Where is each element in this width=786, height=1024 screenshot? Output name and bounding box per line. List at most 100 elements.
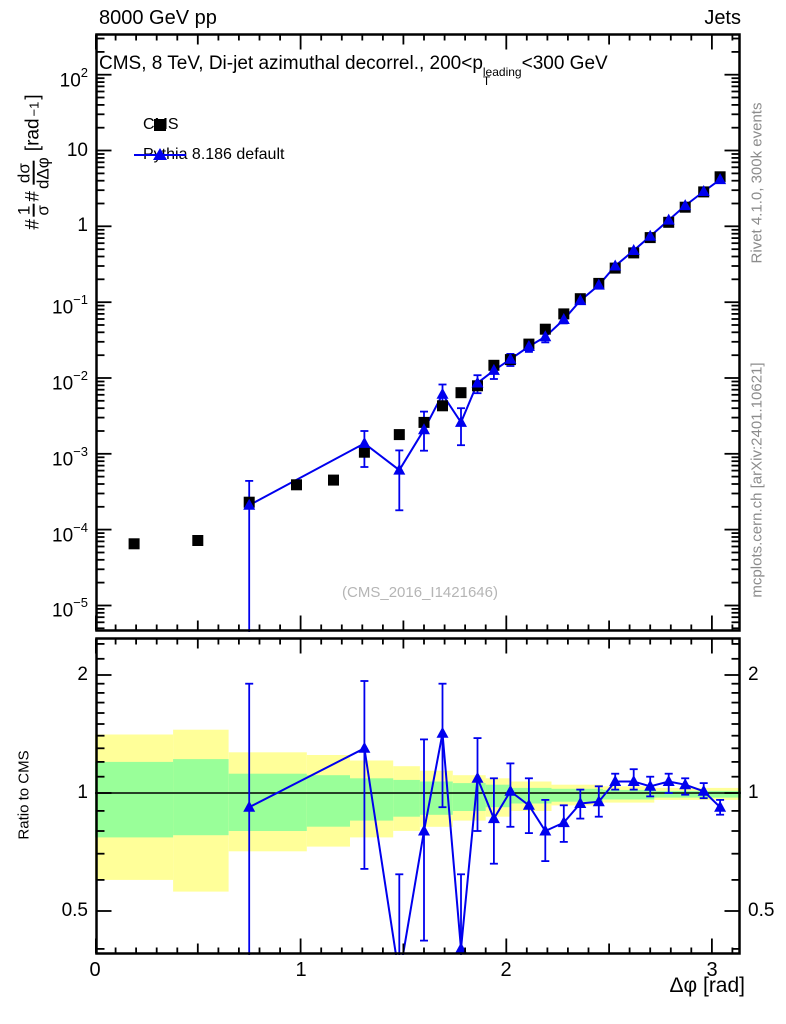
plot-title-post: <300 GeV	[521, 53, 608, 74]
cms-point	[418, 416, 430, 428]
pythia-point	[539, 824, 552, 836]
pythia-point	[522, 798, 535, 810]
cms-point	[358, 446, 370, 458]
analysis-id-watermark: (CMS_2016_I1421646)	[342, 584, 498, 601]
mcplots-arxiv-label: mcplots.cern.ch [arXiv:2401.10621]	[748, 362, 766, 598]
pythia-point	[487, 363, 500, 375]
x-axis-label: Δφ [rad]	[669, 974, 746, 997]
y-tick-label-ratio-left: 2	[77, 664, 88, 685]
pythia-point	[455, 942, 467, 954]
pythia-point	[714, 800, 727, 812]
cms-point	[128, 538, 140, 550]
pythia-point	[714, 173, 727, 185]
plot-title-pre: CMS, 8 TeV, Di-jet azimuthal decorrel., …	[99, 53, 483, 74]
y-tick-label-main: 10−3	[52, 444, 88, 471]
pythia-point	[418, 423, 430, 435]
pythia-point	[574, 294, 587, 306]
pythia-point	[522, 340, 535, 351]
y-ticks-ratio	[96, 643, 740, 950]
y-tick-label-main: 102	[59, 65, 88, 92]
x-tick-label: 0	[89, 959, 101, 981]
legend-item-cms: CMS	[133, 110, 284, 140]
y-tick-label-ratio-left: 0.5	[61, 900, 88, 921]
pythia-point	[436, 387, 449, 399]
cms-point	[539, 323, 551, 335]
pythia-point	[393, 463, 406, 475]
rivet-version-label: Rivet 4.1.0, 300k events	[748, 102, 766, 264]
pythia-point	[504, 784, 517, 796]
cms-point	[192, 535, 204, 546]
x-tick-label: 1	[295, 959, 307, 981]
y-tick-label-main: 10	[66, 140, 88, 161]
pythia-point	[487, 812, 500, 824]
ratio-plot-frame	[95, 637, 741, 955]
legend: CMS Pythia 8.186 default	[133, 110, 284, 170]
pythia-point	[243, 498, 256, 510]
pythia-point	[471, 771, 484, 783]
y-tick-label-main: 10−4	[52, 520, 88, 547]
x-tick-label: 2	[500, 959, 512, 981]
y-ticks-main	[96, 37, 740, 630]
pythia-error-bars	[245, 177, 725, 632]
uncertainty-band-green	[95, 759, 741, 838]
ratio-error-bars	[245, 680, 725, 955]
pythia-line	[248, 178, 721, 507]
pythia-point	[627, 244, 640, 255]
pythia-point	[455, 415, 467, 427]
cms-point	[437, 400, 448, 412]
pythia-point	[436, 726, 449, 738]
pythia-point	[679, 778, 692, 790]
cms-markers	[128, 171, 726, 550]
analysis-group-label: Jets	[704, 7, 741, 29]
y-tick-label-ratio-right: 2	[748, 664, 759, 685]
cms-point	[393, 429, 405, 441]
y-tick-label-main: 10−2	[52, 368, 88, 395]
cms-point	[455, 387, 467, 399]
cms-point	[328, 474, 339, 486]
pythia-point	[574, 797, 587, 808]
pythia-point	[609, 775, 622, 786]
ratio-panel	[95, 637, 741, 955]
pythia-point	[358, 741, 371, 753]
y-tick-label-main: 10−5	[52, 595, 88, 622]
pythia-point	[697, 185, 710, 196]
y-tick-label-ratio-right: 0.5	[748, 900, 775, 921]
x-tick-label: 3	[706, 959, 718, 981]
y-tick-label-ratio-right: 1	[748, 782, 759, 803]
pythia-point	[627, 775, 640, 786]
y-tick-label-main: 1	[77, 215, 88, 236]
plot-title: CMS, 8 TeV, Di-jet azimuthal decorrel., …	[99, 53, 608, 87]
pythia-point	[471, 376, 484, 388]
y-tick-label-main: 10−1	[52, 292, 88, 319]
pythia-point	[644, 779, 657, 791]
pythia-point	[557, 313, 570, 324]
pythia-point	[358, 436, 371, 448]
pythia-point	[539, 330, 552, 342]
pythia-markers	[243, 173, 727, 510]
main-plot-frame	[95, 33, 741, 632]
x-ticks	[95, 34, 734, 631]
y-tick-label-ratio-left: 1	[77, 782, 88, 803]
pythia-point	[557, 816, 570, 828]
main-panel	[95, 33, 741, 632]
pythia-point	[662, 213, 675, 225]
legend-item-pythia: Pythia 8.186 default	[133, 140, 284, 170]
legend-label: Pythia 8.186 default	[143, 146, 285, 163]
pythia-point	[418, 824, 430, 836]
pythia-point	[592, 278, 605, 290]
cms-point	[291, 479, 302, 491]
pythia-point	[662, 775, 675, 786]
pythia-marker-icon	[134, 148, 186, 160]
pt-leading-supsub: leading T	[482, 64, 522, 89]
ratio-markers	[243, 726, 727, 954]
pythia-point	[679, 199, 692, 211]
pythia-point	[243, 800, 256, 812]
pythia-point	[644, 229, 657, 241]
pythia-point	[609, 259, 622, 271]
pythia-point	[504, 352, 517, 364]
beam-energy-label: 8000 GeV pp	[99, 7, 217, 29]
cms-marker-icon	[154, 119, 166, 131]
pythia-point	[592, 795, 605, 807]
pythia-point	[697, 784, 710, 796]
